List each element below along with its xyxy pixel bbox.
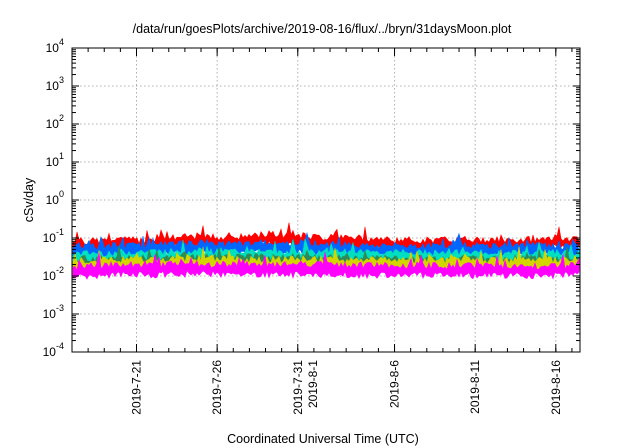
x-tick-label: 2019-8-6 bbox=[388, 360, 402, 408]
x-axis: 2019-7-21 2019-7-26 2019-7-31 2019-8-1 2019-… bbox=[71, 48, 573, 415]
x-tick-label: 2019-8-16 bbox=[549, 360, 563, 415]
series-group bbox=[72, 222, 580, 280]
x-tick-label: 2019-8-11 bbox=[468, 360, 482, 414]
chart-title: /data/run/goesPlots/archive/2019-08-16/f… bbox=[133, 22, 512, 36]
x-tick-label: 2019-8-1 bbox=[306, 360, 320, 408]
x-tick-label: 2019-7-31 bbox=[291, 360, 305, 415]
series-band bbox=[72, 252, 580, 280]
y-axis-label: cSv/day bbox=[22, 177, 36, 222]
x-axis-label: Coordinated Universal Time (UTC) bbox=[227, 432, 419, 446]
x-tick-label: 2019-7-21 bbox=[130, 360, 144, 415]
x-tick-label: 2019-7-26 bbox=[210, 360, 224, 415]
